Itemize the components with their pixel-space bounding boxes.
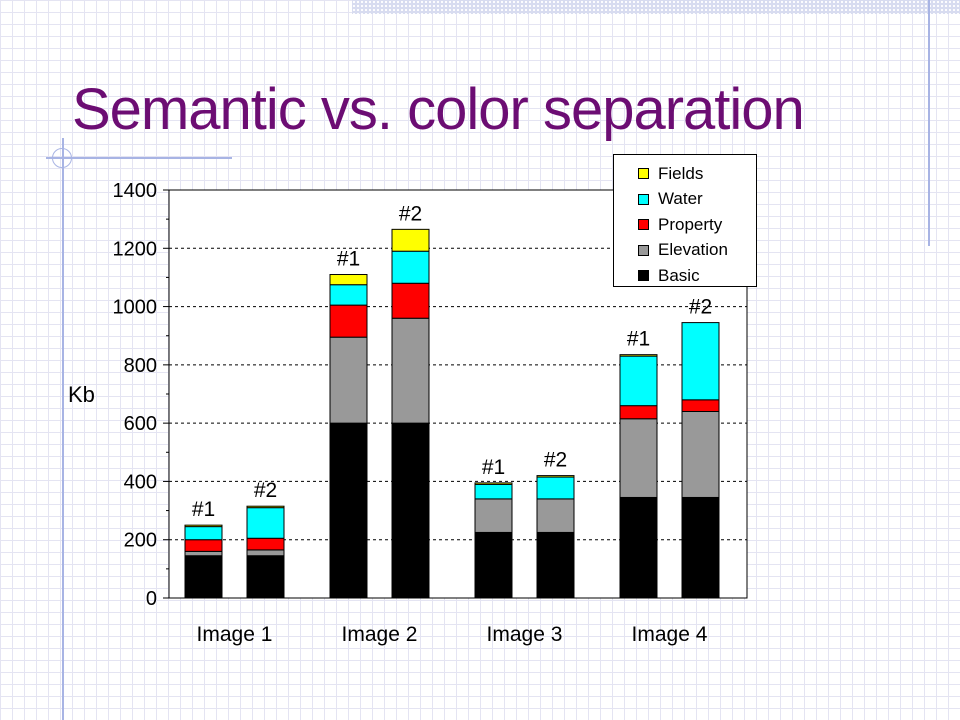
legend-swatch-basic <box>638 270 649 282</box>
bar-segment-water <box>681 322 720 401</box>
bar-segment-basic <box>619 496 658 599</box>
bar-segment-property <box>619 405 658 420</box>
crosshair-circle <box>52 148 72 168</box>
bar-segment-basic <box>536 531 575 599</box>
bar-segment-elevation <box>329 336 368 424</box>
bar-segment-basic <box>246 555 285 599</box>
bar-segment-property <box>246 537 285 551</box>
x-category-label: Image 1 <box>197 623 273 646</box>
legend-item-fields: Fields <box>638 161 756 187</box>
bar-segment-basic <box>474 531 513 599</box>
bar-segment-fields <box>474 482 513 485</box>
bar-segment-basic <box>391 422 430 599</box>
bar-label: #1 <box>482 456 505 479</box>
bar-label: #2 <box>544 449 567 472</box>
bar-segment-water <box>536 476 575 500</box>
bar-segment-fields <box>391 228 430 252</box>
legend-swatch-fields <box>638 168 649 180</box>
right-vertical-rule <box>928 0 930 246</box>
bar-segment-property <box>391 282 430 319</box>
legend-swatch-elevation <box>638 244 649 256</box>
y-tick-label: 1000 <box>113 297 158 319</box>
y-tick-label: 1200 <box>113 238 158 260</box>
bar-segment-water <box>619 355 658 407</box>
legend-item-water: Water <box>638 187 756 213</box>
chart-legend: Fields Water Property Elevation Basic <box>613 154 757 287</box>
bar-segment-water <box>329 284 368 306</box>
bar-segment-property <box>184 539 223 552</box>
y-tick-label: 800 <box>124 355 157 377</box>
legend-swatch-property <box>638 219 649 231</box>
legend-label-property: Property <box>658 214 723 234</box>
y-tick-label: 1400 <box>113 180 158 202</box>
bar-segment-elevation <box>246 549 285 557</box>
bar-segment-elevation <box>391 317 430 424</box>
bar-segment-elevation <box>474 498 513 533</box>
bar-segment-fields <box>536 475 575 478</box>
bar-segment-water <box>184 526 223 541</box>
y-tick-label: 400 <box>124 471 157 493</box>
legend-item-elevation: Elevation <box>638 238 756 264</box>
x-category-label: Image 3 <box>487 623 563 646</box>
y-axis-label: Kb <box>68 382 95 407</box>
bar-label: #2 <box>254 479 277 502</box>
slide-title: Semantic vs. color separation <box>72 77 805 142</box>
bar-segment-fields <box>329 274 368 286</box>
bar-segment-elevation <box>184 550 223 557</box>
bar-label: #1 <box>192 498 215 521</box>
bar-segment-elevation <box>619 418 658 498</box>
legend-label-fields: Fields <box>658 163 704 183</box>
top-decorative-band <box>352 0 960 14</box>
legend-label-water: Water <box>658 189 703 209</box>
bar-label: #1 <box>627 328 650 351</box>
legend-item-basic: Basic <box>638 263 756 289</box>
bar-segment-water <box>391 250 430 284</box>
title-underline-rule <box>46 157 232 159</box>
bar-segment-property <box>329 304 368 338</box>
bar-segment-basic <box>681 496 720 599</box>
bar-label: #2 <box>689 296 712 319</box>
bar-label: #2 <box>399 202 422 225</box>
bar-segment-elevation <box>681 410 720 498</box>
y-tick-label: 200 <box>124 530 157 552</box>
bar-segment-fields <box>184 524 223 528</box>
bar-segment-property <box>681 399 720 412</box>
bar-segment-basic <box>184 555 223 599</box>
legend-label-elevation: Elevation <box>658 240 728 260</box>
bar-segment-elevation <box>536 498 575 533</box>
bar-label: #1 <box>337 248 360 271</box>
bar-segment-basic <box>329 422 368 599</box>
left-vertical-rule <box>62 138 64 720</box>
x-category-label: Image 2 <box>342 623 418 646</box>
y-tick-label: 600 <box>124 413 157 435</box>
legend-item-property: Property <box>638 212 756 238</box>
legend-label-basic: Basic <box>658 265 700 285</box>
y-tick-label: 0 <box>146 588 157 610</box>
bar-segment-fields <box>246 505 285 509</box>
legend-swatch-water <box>638 193 649 205</box>
bar-segment-water <box>474 483 513 500</box>
bar-segment-water <box>246 507 285 539</box>
bar-segment-fields <box>619 354 658 357</box>
x-category-label: Image 4 <box>632 623 708 646</box>
